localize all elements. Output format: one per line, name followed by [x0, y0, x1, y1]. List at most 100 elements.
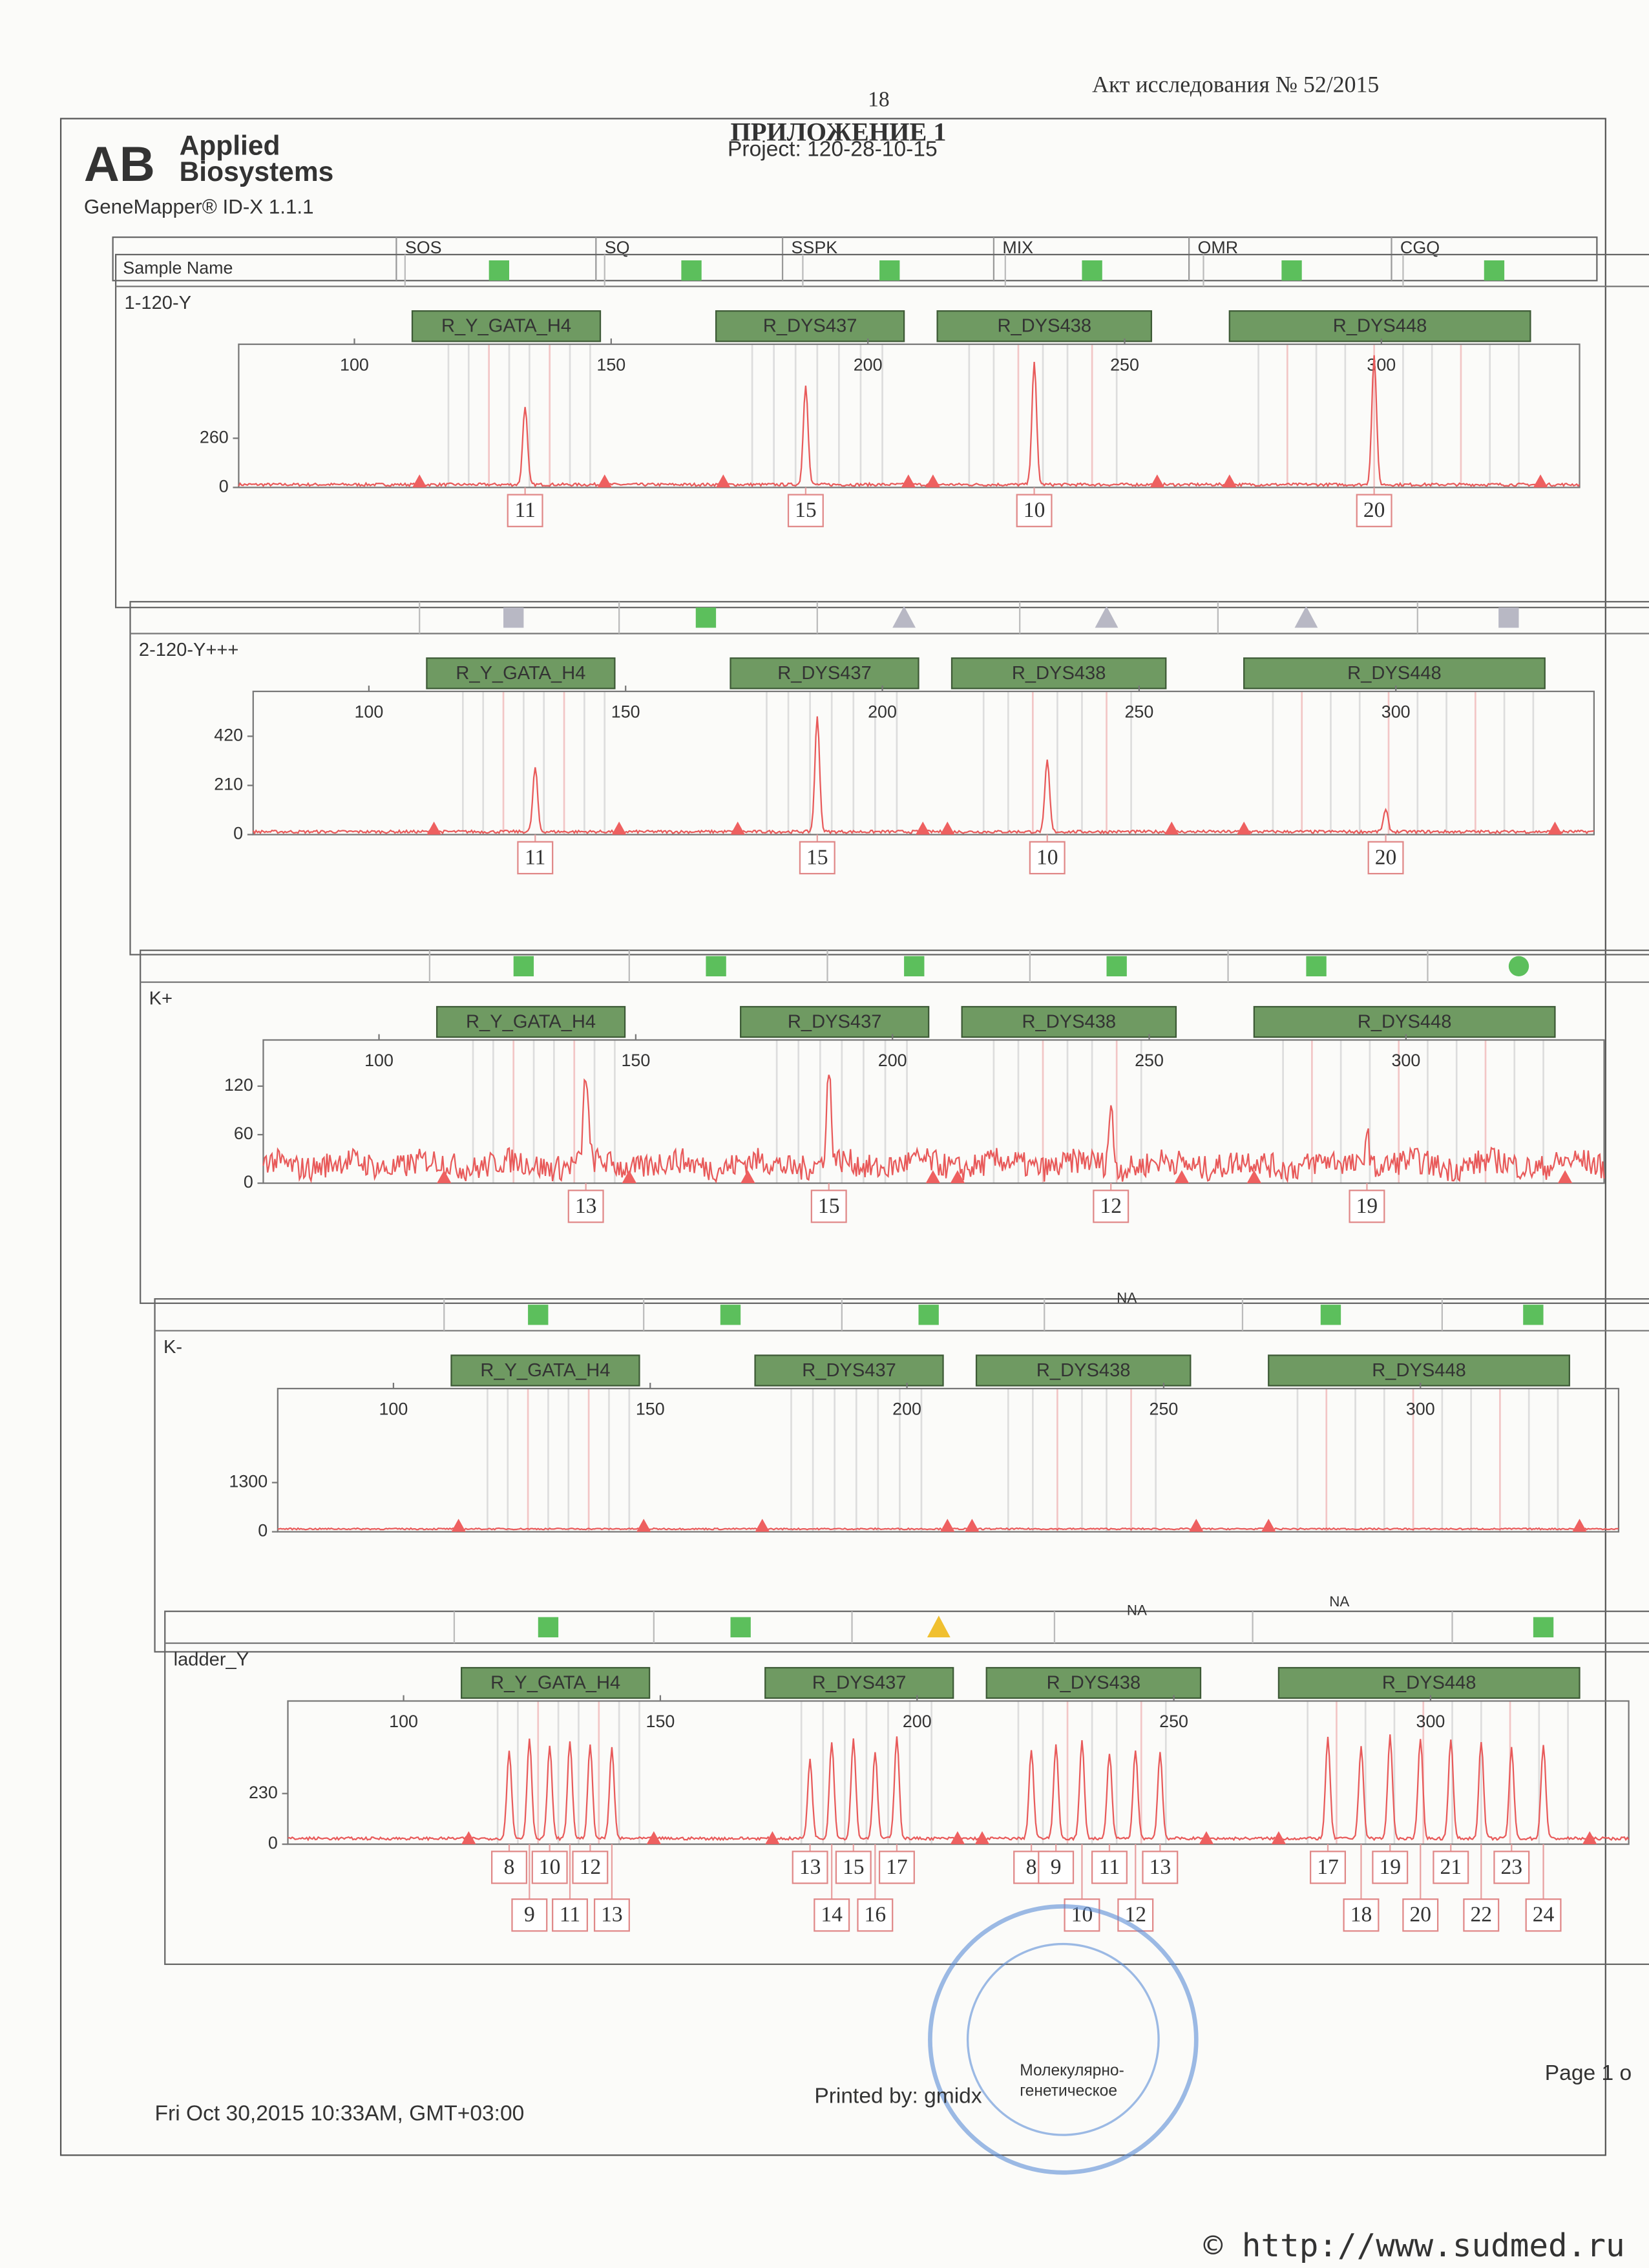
allele-box [810, 1190, 847, 1223]
footer-page: Page 1 o [1545, 2061, 1632, 2085]
header-bar [112, 236, 1598, 282]
allele-label: 23 [1501, 1855, 1523, 1879]
allele-label: 17 [886, 1855, 908, 1879]
allele-box [1356, 494, 1392, 527]
allele-box [857, 1898, 894, 1932]
allele-box [1029, 841, 1066, 875]
marker-box [426, 657, 616, 689]
marker-box [740, 1005, 930, 1038]
status-square [528, 1305, 549, 1325]
size-marker [646, 1831, 662, 1845]
size-marker [716, 474, 731, 488]
sample-name: 2-120-Y+++ [139, 640, 238, 660]
marker-name: R_DYS438 [1022, 1011, 1117, 1032]
size-marker [974, 1831, 990, 1845]
sample-name: ladder_Y [174, 1650, 249, 1670]
allele-box [1093, 1190, 1129, 1223]
marker-box [1268, 1354, 1570, 1387]
status-square [1523, 1305, 1544, 1325]
allele-label: 21 [1440, 1855, 1462, 1879]
status-square [513, 956, 534, 977]
marker-name: R_Y_GATA_H4 [441, 316, 571, 337]
footer-date: Fri Oct 30,2015 10:33AM, GMT+03:00 [155, 2102, 525, 2126]
status-square [488, 260, 510, 281]
status-square [706, 956, 726, 977]
marker-box [961, 1005, 1177, 1038]
panels: 1-120-Y R_Y_GATA_H4 R_DYS437 R_DYS438 R_DYS4… [115, 253, 1649, 1966]
status-triangle [1095, 605, 1119, 628]
marker-box [951, 657, 1167, 689]
sample-name: K+ [149, 989, 173, 1009]
allele-label: 14 [821, 1903, 843, 1927]
size-marker [1236, 821, 1252, 835]
panel-frame [154, 1298, 1649, 1653]
size-marker [1199, 1831, 1214, 1845]
size-marker [730, 821, 745, 835]
size-tick-label: 100 [389, 1712, 418, 1731]
act-title: Акт исследования № 52/2015 [1092, 72, 1379, 98]
flag-text: NA [1117, 1290, 1137, 1306]
status-circle [1508, 956, 1529, 977]
footer-printed-by: Printed by: gmidx [814, 2084, 982, 2108]
rfu-tick-label: 0 [258, 1521, 268, 1540]
allele-label: 11 [525, 845, 545, 869]
marker-name: R_DYS437 [788, 1011, 882, 1032]
marker-box [436, 1005, 626, 1038]
size-marker [426, 821, 441, 835]
size-tick-label: 200 [854, 355, 883, 374]
project: Project: 120-28-10-15 [728, 138, 938, 162]
allele-box [1142, 1851, 1179, 1884]
allele-box [593, 1898, 630, 1932]
rfu-tick-label: 120 [224, 1075, 253, 1095]
rfu-tick-label: 210 [214, 775, 243, 794]
allele-box [567, 1190, 604, 1223]
marker-name: R_DYS438 [1047, 1672, 1141, 1693]
sample-name: K- [163, 1337, 182, 1358]
marker-box [754, 1354, 944, 1387]
status-square [695, 607, 717, 628]
size-marker [1150, 474, 1165, 488]
logo-line1: Applied [180, 131, 280, 162]
status-square [681, 260, 702, 281]
size-marker [1189, 1518, 1204, 1532]
software: GeneMapper® ID-X 1.1.1 [84, 196, 314, 218]
marker-box [450, 1354, 640, 1387]
marker-box [975, 1354, 1192, 1387]
trace [262, 1075, 1605, 1184]
flag-text: NA [1127, 1602, 1147, 1619]
allele-label: 19 [1356, 1194, 1378, 1218]
allele-label: 15 [818, 1194, 840, 1218]
status-square [503, 607, 524, 628]
allele-label: 8 [504, 1855, 515, 1879]
allele-label: 16 [865, 1903, 887, 1927]
status-square [720, 1305, 741, 1325]
allele-label: 18 [1350, 1903, 1372, 1927]
marker-name: R_DYS437 [777, 663, 872, 684]
size-marker [437, 1170, 452, 1184]
status-square [904, 956, 925, 977]
size-marker [412, 474, 427, 488]
logo-mark: AB [84, 137, 155, 192]
size-marker [597, 474, 612, 488]
allele-box [1343, 1898, 1380, 1932]
rfu-tick-label: 0 [244, 1172, 253, 1192]
marker-name: R_DYS437 [812, 1672, 907, 1693]
size-tick-label: 200 [892, 1400, 921, 1419]
size-marker [950, 1170, 965, 1184]
status-square [1533, 1617, 1554, 1638]
size-marker [636, 1518, 651, 1532]
status-square [1306, 956, 1327, 977]
panel-frame [164, 1610, 1649, 1966]
status-square [879, 260, 900, 281]
status-square [1281, 260, 1302, 281]
size-marker [1548, 821, 1562, 835]
panel: NA NA ladder_Y R_Y_GATA_H4 R_DYS437 R_DYS438 R… [164, 1593, 1649, 1966]
flag-text: NA [1329, 1593, 1349, 1610]
status-triangle [927, 1615, 951, 1638]
size-tick-label: 100 [364, 1051, 394, 1070]
panel-frame [129, 601, 1649, 956]
rfu-tick-label: 60 [234, 1124, 253, 1143]
allele-label: 20 [1363, 498, 1385, 522]
